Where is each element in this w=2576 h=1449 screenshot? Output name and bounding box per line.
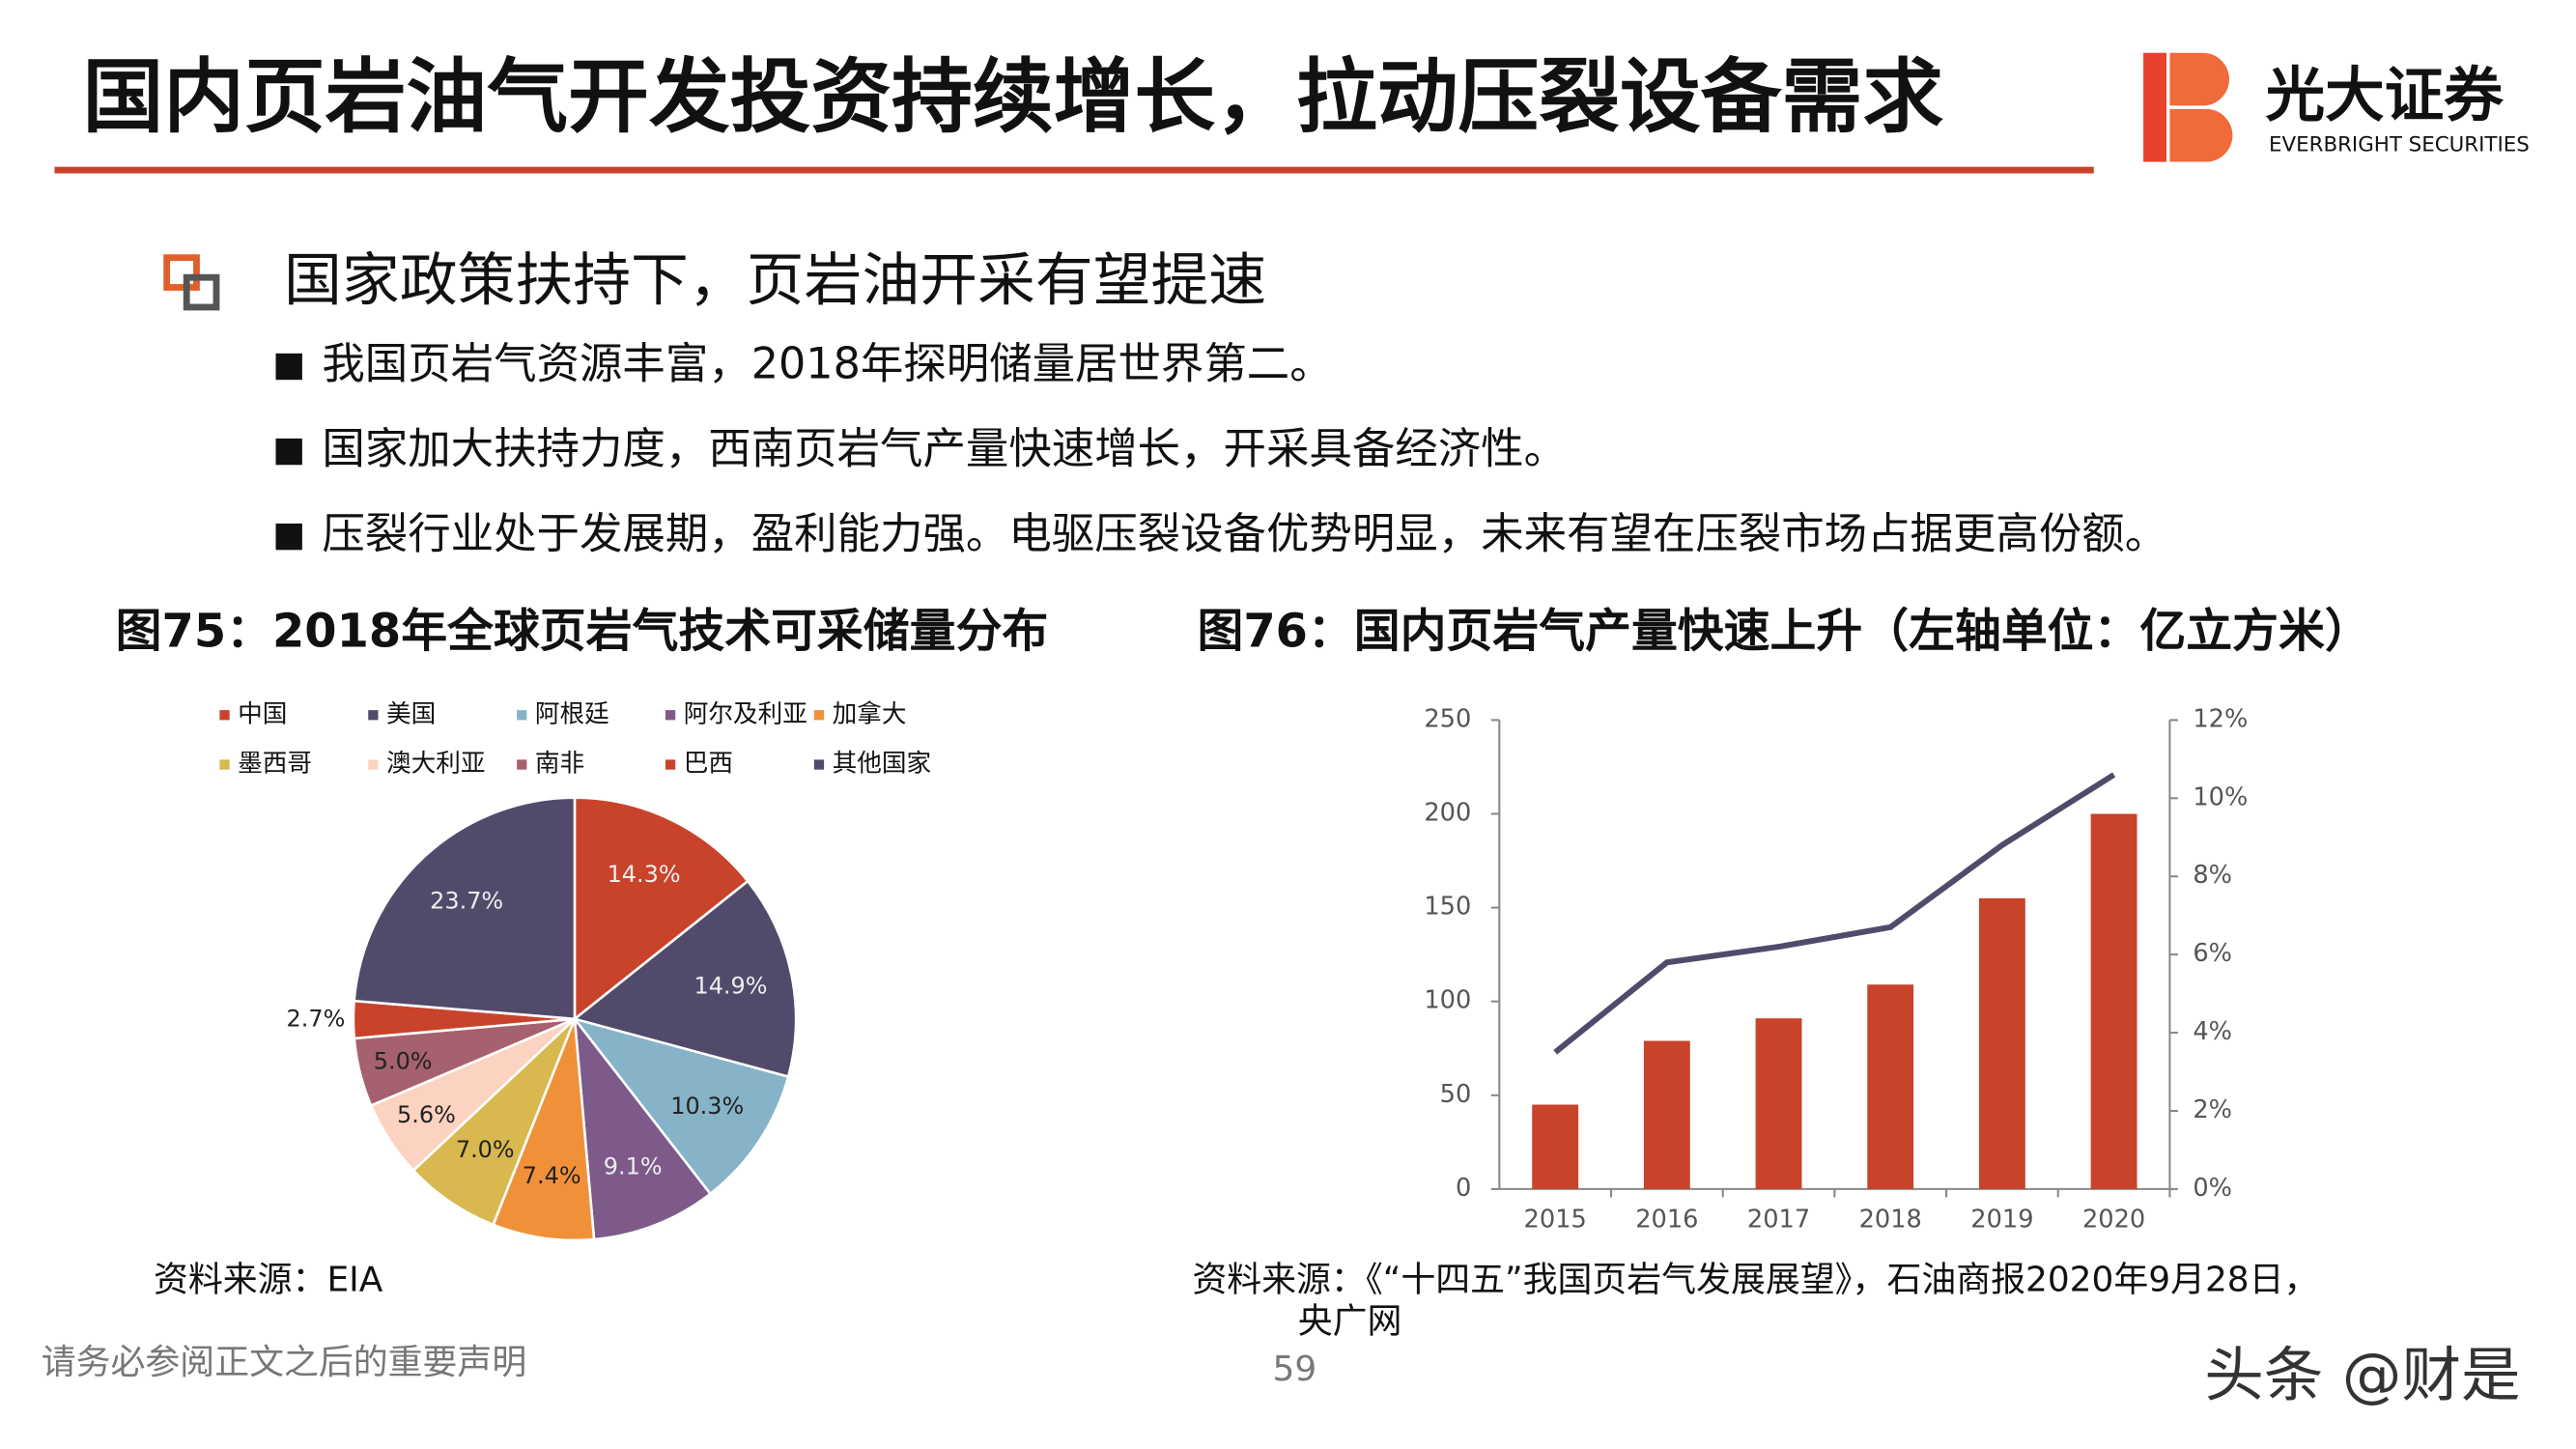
legend-label: 巴西 (684, 750, 733, 779)
pie-slice (573, 1014, 713, 1241)
bar (1643, 1040, 1690, 1189)
logo-shape (2169, 52, 2233, 162)
icon-square (163, 254, 200, 291)
y-tick-label: 50 (1440, 1080, 1472, 1109)
data-label: 14.9% (694, 972, 767, 999)
legend-label: 阿尔及利亚 (684, 699, 807, 728)
legend-swatch (665, 710, 676, 721)
legend-swatch (517, 759, 527, 770)
legend-swatch (219, 759, 230, 770)
bullets: 我国页岩气资源丰富，2018年探明储量居世界第二。国家加大扶持力度，西南页岩气产… (275, 340, 2167, 559)
line-series (1553, 772, 2116, 1055)
logo-subtitle: EVERBRIGHT SECURITIES (2269, 132, 2530, 156)
x-tick-label: 2016 (1635, 1205, 1698, 1234)
watermark: 头条 @财是 (2204, 1341, 2520, 1410)
data-label: 5.6% (397, 1101, 456, 1128)
bullet-text: 我国页岩气资源丰富，2018年探明储量居世界第二。 (322, 340, 1332, 389)
pie-slice (572, 879, 798, 1079)
bullet-text: 国家加大扶持力度，西南页岩气产量快速增长，开采具备经济性。 (322, 425, 1567, 474)
bullet-marker (275, 353, 302, 381)
data-label: 9.1% (604, 1152, 663, 1179)
legend-label: 南非 (535, 750, 584, 779)
logo: 光大证券 EVERBRIGHT SECURITIES (2143, 52, 2530, 162)
legend-label: 中国 (238, 699, 287, 728)
legend-swatch (813, 759, 825, 770)
data-label: 2.7% (287, 1006, 346, 1033)
y2-tick-label: 8% (2193, 861, 2232, 890)
legend-label: 其他国家 (833, 750, 932, 779)
disclaimer: 请务必参阅正文之后的重要声明 (42, 1343, 526, 1382)
legend-swatch (368, 710, 379, 721)
legend-swatch (219, 710, 230, 721)
data-label: 23.7% (430, 888, 503, 915)
y-tick-label: 250 (1424, 704, 1471, 733)
data-label: 10.3% (670, 1093, 744, 1120)
bullet-marker (275, 523, 302, 551)
y2-tick-label: 4% (2193, 1017, 2232, 1046)
source: 央广网 (1298, 1301, 1402, 1341)
source: 资料来源：《“十四五”我国页岩气发展展望》，石油商报2020年9月28日， (1192, 1261, 2318, 1300)
y2-tick-label: 10% (2193, 782, 2248, 811)
legend-label: 墨西哥 (238, 750, 312, 779)
bar (1978, 897, 2025, 1189)
data-label: 14.3% (608, 861, 681, 888)
heading-icon (163, 254, 220, 311)
legend-label: 澳大利亚 (386, 750, 486, 779)
legend-label: 美国 (386, 699, 436, 728)
legend-swatch (813, 710, 825, 721)
y-tick-label: 100 (1424, 986, 1471, 1015)
data-label: 5.0% (374, 1047, 433, 1074)
title-underline (54, 166, 2094, 174)
bar (1532, 1104, 1579, 1189)
pie-slice (571, 1016, 790, 1196)
pie-slice (491, 1018, 596, 1242)
y2-tick-label: 0% (2193, 1174, 2232, 1203)
x-tick-label: 2020 (2082, 1205, 2145, 1234)
y2-tick-label: 6% (2193, 939, 2232, 968)
legend-label: 加拿大 (833, 699, 907, 728)
chart-title: 图75：2018年全球页岩气技术可采储量分布 (116, 605, 1049, 658)
page-number: 59 (1273, 1350, 1317, 1389)
icon-square (183, 273, 220, 311)
y2-tick-label: 2% (2193, 1095, 2232, 1124)
data-label: 7.0% (456, 1136, 515, 1163)
pie-slice (573, 796, 750, 1022)
data-label: 7.4% (523, 1162, 581, 1189)
legend-swatch (368, 759, 379, 770)
logo-bar (2143, 52, 2167, 162)
legend-label: 阿根廷 (535, 699, 609, 728)
pie-slice (353, 796, 577, 1021)
x-tick-label: 2018 (1859, 1205, 1922, 1234)
source: 资料来源：EIA (154, 1261, 383, 1300)
bar (2090, 813, 2137, 1189)
legend-swatch (665, 759, 676, 770)
y-tick-label: 0 (1456, 1174, 1471, 1203)
bullet-text: 压裂行业处于发展期，盈利能力强。电驱压裂设备优势明显，未来有望在压裂市场占据更高… (322, 510, 2167, 559)
chart-title: 图76：国内页岩气产量快速上升（左轴单位：亿立方米） (1197, 605, 2370, 658)
y-tick-label: 200 (1424, 798, 1471, 827)
slide-title: 国内页岩油气开发投资持续增长，拉动压裂设备需求 (82, 49, 1943, 144)
bar (1755, 1018, 1802, 1189)
x-tick-label: 2015 (1524, 1205, 1587, 1234)
bar (1867, 984, 1914, 1189)
section-heading: 国家政策扶持下，页岩油开采有望提速 (284, 247, 1266, 315)
y2-tick-label: 12% (2193, 704, 2248, 733)
legend-swatch (517, 710, 527, 721)
y-tick-label: 150 (1424, 893, 1471, 922)
bullet-marker (275, 438, 302, 466)
x-tick-label: 2019 (1970, 1205, 2033, 1234)
logo-name: 光大证券 (2266, 61, 2505, 130)
x-tick-label: 2017 (1747, 1205, 1810, 1234)
